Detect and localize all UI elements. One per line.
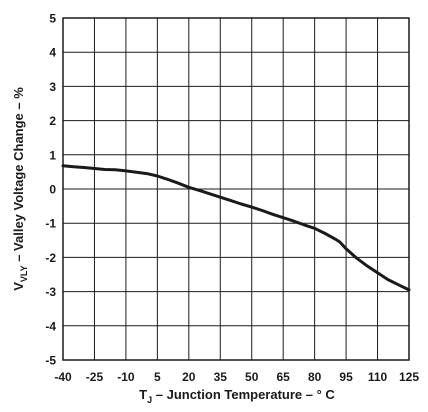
grid-lines: [62, 17, 410, 361]
x-axis-label: TJ – Junction Temperature – ° C: [139, 387, 335, 405]
x-tick-label: 125: [399, 370, 419, 384]
y-tick-label: 0: [49, 183, 56, 197]
y-tick-label: -2: [45, 251, 56, 265]
y-tick-label: -4: [45, 319, 56, 333]
y-tick-labels: 5 4 3 2 1 0 -1 -2 -3 -4 -5: [45, 12, 56, 368]
y-tick-label: -3: [45, 285, 56, 299]
x-tick-label: 80: [308, 370, 322, 384]
x-tick-label: 95: [339, 370, 353, 384]
x-tick-label: -25: [86, 370, 104, 384]
y-tick-label: -5: [45, 354, 56, 368]
y-tick-label: 4: [49, 46, 56, 60]
series-line: [61, 164, 411, 292]
y-tick-label: 3: [49, 80, 56, 94]
y-axis-label: VVLY – Valley Voltage Change – %: [11, 87, 29, 291]
x-tick-label: 110: [368, 370, 388, 384]
x-tick-label: 35: [214, 370, 228, 384]
y-tick-label: 2: [49, 114, 56, 128]
plot-frame: [62, 17, 410, 361]
x-tick-labels: -40 -25 -10 5 20 35 50 65 80 95 110 125: [54, 370, 419, 384]
x-tick-label: 5: [154, 370, 161, 384]
x-tick-label: 20: [182, 370, 196, 384]
x-tick-label: 65: [277, 370, 291, 384]
y-tick-label: -1: [45, 217, 56, 231]
x-tick-label: -10: [117, 370, 135, 384]
x-tick-label: -40: [54, 370, 72, 384]
y-tick-label: 5: [49, 12, 56, 26]
y-tick-label: 1: [49, 148, 56, 162]
x-tick-label: 50: [245, 370, 259, 384]
